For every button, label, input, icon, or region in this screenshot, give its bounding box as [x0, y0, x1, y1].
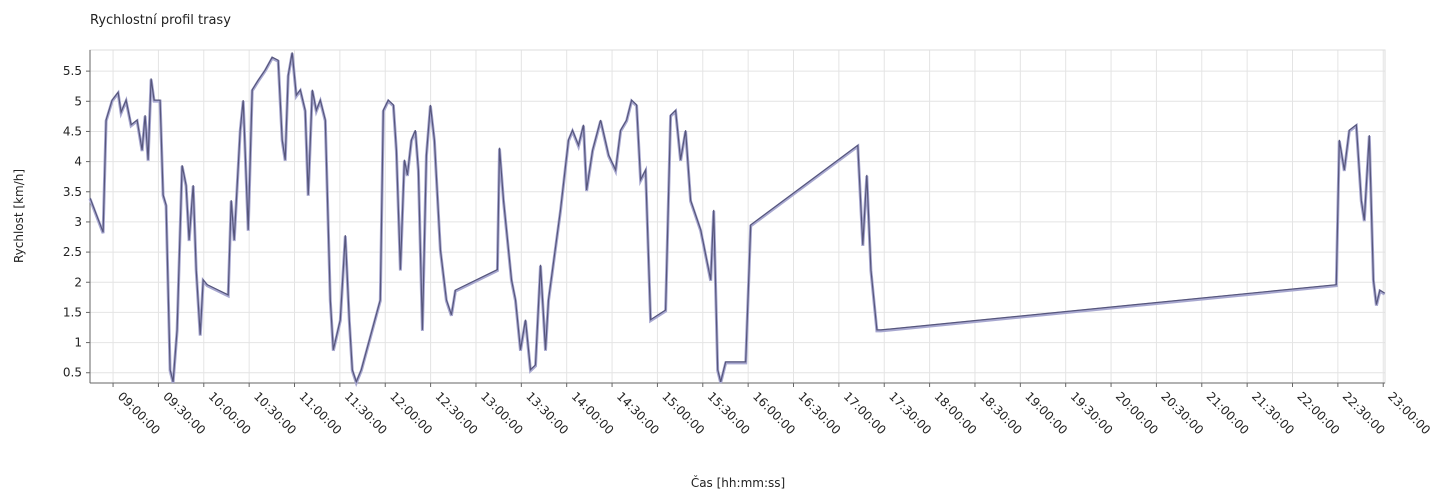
y-tick-label: 4 — [74, 155, 82, 169]
x-tick-label: 14:30:00 — [614, 389, 662, 437]
x-tick-label: 09:30:00 — [160, 389, 208, 437]
x-tick-label: 17:00:00 — [841, 389, 889, 437]
line-shadow — [88, 53, 1386, 388]
x-tick-label: 11:00:00 — [296, 389, 344, 437]
x-tick-label: 11:30:00 — [342, 389, 390, 437]
y-tick-label: 4.5 — [63, 124, 82, 138]
y-tick-label: 2 — [74, 275, 82, 289]
x-tick-label: 20:00:00 — [1113, 389, 1161, 437]
x-tick-label: 15:30:00 — [705, 389, 753, 437]
x-tick-label: 09:00:00 — [115, 389, 163, 437]
x-tick-label: 18:00:00 — [931, 389, 979, 437]
x-tick-label: 17:30:00 — [886, 389, 934, 437]
x-tick-label: 19:00:00 — [1022, 389, 1070, 437]
y-tick-label: 5.5 — [63, 64, 82, 78]
y-tick-label: 1 — [74, 336, 82, 350]
x-tick-label: 20:30:00 — [1158, 389, 1206, 437]
x-axis-label: Čas [hh:mm:ss] — [691, 475, 785, 490]
x-tick-label: 22:00:00 — [1294, 389, 1342, 437]
x-tick-label: 14:00:00 — [569, 389, 617, 437]
y-tick-label: 5 — [74, 94, 82, 108]
y-tick-label: 3.5 — [63, 185, 82, 199]
x-tick-label: 10:30:00 — [251, 389, 299, 437]
y-tick-label: 2.5 — [63, 245, 82, 259]
x-tick-label: 21:30:00 — [1249, 389, 1297, 437]
y-tick-label: 1.5 — [63, 305, 82, 319]
x-tick-label: 10:00:00 — [206, 389, 254, 437]
x-tick-label: 18:30:00 — [977, 389, 1025, 437]
x-tick-label: 22:30:00 — [1340, 389, 1388, 437]
x-tick-label: 16:30:00 — [795, 389, 843, 437]
x-tick-label: 12:00:00 — [387, 389, 435, 437]
x-tick-label: 19:30:00 — [1068, 389, 1116, 437]
y-axis-label: Rychlost [km/h] — [12, 169, 26, 263]
x-tick-label: 15:00:00 — [659, 389, 707, 437]
x-tick-label: 13:30:00 — [523, 389, 571, 437]
chart-title: Rychlostní profil trasy — [90, 13, 231, 28]
x-tick-label: 16:00:00 — [750, 389, 798, 437]
x-tick-label: 21:00:00 — [1204, 389, 1252, 437]
x-tick-label: 13:00:00 — [478, 389, 526, 437]
y-tick-label: 3 — [74, 215, 82, 229]
plot-frame — [89, 49, 1386, 384]
x-tick-label: 12:30:00 — [432, 389, 480, 437]
y-tick-label: 0.5 — [63, 366, 82, 380]
x-tick-label: 23:00:00 — [1385, 389, 1433, 437]
data-line — [89, 52, 1385, 384]
